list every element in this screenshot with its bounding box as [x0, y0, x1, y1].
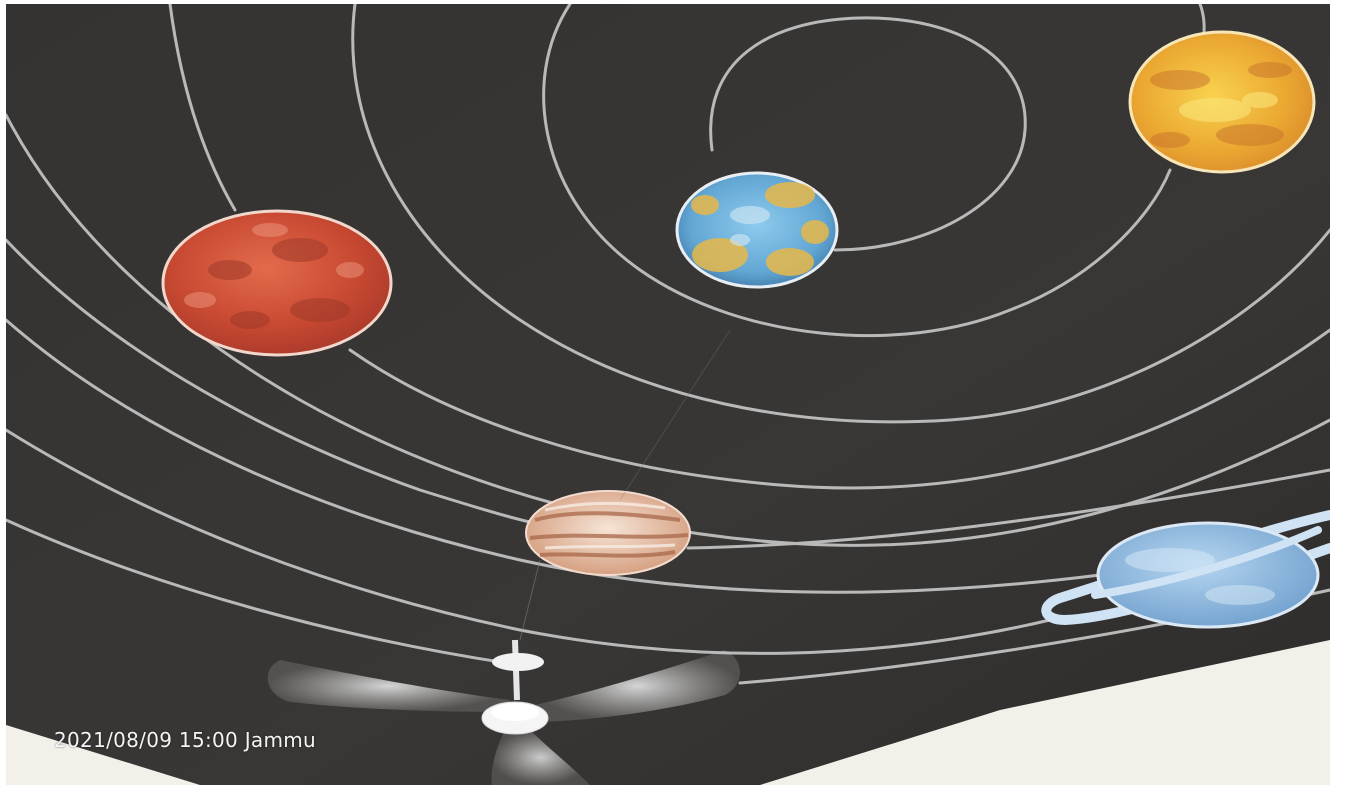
saturn-planet [1041, 510, 1335, 629]
mars-planet [161, 209, 393, 357]
ceiling-fan [267, 650, 740, 785]
jupiter-planet [525, 490, 691, 576]
venus-planet [1128, 30, 1316, 174]
ceiling [6, 4, 1330, 785]
orbit-lines [4, 2, 1332, 685]
photo-timestamp: 2021/08/09 15:00 Jammu [54, 728, 317, 752]
earth-planet [675, 171, 839, 289]
